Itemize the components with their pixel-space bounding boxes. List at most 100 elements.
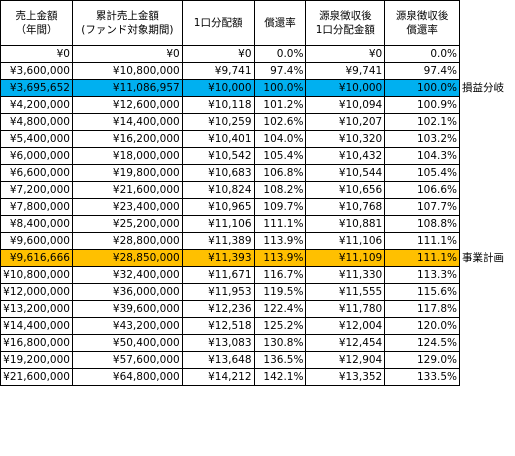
after-tax-dividend-cell[interactable]: ¥10,544 — [305, 164, 386, 182]
after-tax-rate-cell[interactable]: 117.8% — [384, 300, 461, 318]
sales-cell[interactable]: ¥12,000,000 — [0, 283, 73, 301]
rate-cell[interactable]: 108.2% — [253, 181, 307, 199]
sales-cell[interactable]: ¥13,200,000 — [0, 300, 73, 318]
sales-cell[interactable]: ¥6,000,000 — [0, 147, 73, 165]
after-tax-rate-cell[interactable]: 0.0% — [384, 45, 461, 63]
after-tax-dividend-cell[interactable]: ¥10,320 — [305, 130, 386, 148]
after-tax-dividend-cell[interactable]: ¥10,881 — [305, 215, 386, 233]
dividend-cell[interactable]: ¥0 — [181, 45, 255, 63]
dividend-cell[interactable]: ¥10,000 — [181, 79, 255, 97]
rate-cell[interactable]: 100.0% — [253, 79, 307, 97]
rate-cell[interactable]: 113.9% — [253, 249, 307, 267]
after-tax-rate-cell[interactable]: 108.8% — [384, 215, 461, 233]
rate-cell[interactable]: 122.4% — [253, 300, 307, 318]
after-tax-dividend-cell[interactable]: ¥10,656 — [305, 181, 386, 199]
dividend-cell[interactable]: ¥13,083 — [181, 334, 255, 352]
cumulative-sales-cell[interactable]: ¥21,600,000 — [71, 181, 183, 199]
after-tax-rate-cell[interactable]: 107.7% — [384, 198, 461, 216]
rate-cell[interactable]: 119.5% — [253, 283, 307, 301]
dividend-cell[interactable]: ¥10,259 — [181, 113, 255, 131]
after-tax-dividend-cell[interactable]: ¥9,741 — [305, 62, 386, 80]
after-tax-dividend-cell[interactable]: ¥11,109 — [305, 249, 386, 267]
after-tax-rate-cell[interactable]: 120.0% — [384, 317, 461, 335]
after-tax-dividend-cell[interactable]: ¥11,106 — [305, 232, 386, 250]
after-tax-dividend-cell[interactable]: ¥0 — [305, 45, 386, 63]
after-tax-rate-cell[interactable]: 111.1% — [384, 249, 461, 267]
after-tax-rate-cell[interactable]: 103.2% — [384, 130, 461, 148]
header-after-tax-rate[interactable]: 源泉徴収後 償還率 — [384, 0, 461, 46]
after-tax-dividend-cell[interactable]: ¥13,352 — [305, 368, 386, 386]
rate-cell[interactable]: 109.7% — [253, 198, 307, 216]
after-tax-rate-cell[interactable]: 111.1% — [384, 232, 461, 250]
cumulative-sales-cell[interactable]: ¥23,400,000 — [71, 198, 183, 216]
cumulative-sales-cell[interactable]: ¥36,000,000 — [71, 283, 183, 301]
sales-cell[interactable]: ¥19,200,000 — [0, 351, 73, 369]
cumulative-sales-cell[interactable]: ¥57,600,000 — [71, 351, 183, 369]
after-tax-dividend-cell[interactable]: ¥10,207 — [305, 113, 386, 131]
dividend-cell[interactable]: ¥11,393 — [181, 249, 255, 267]
cumulative-sales-cell[interactable]: ¥11,086,957 — [71, 79, 183, 97]
sales-cell[interactable]: ¥0 — [0, 45, 73, 63]
dividend-cell[interactable]: ¥13,648 — [181, 351, 255, 369]
after-tax-rate-cell[interactable]: 97.4% — [384, 62, 461, 80]
sales-cell[interactable]: ¥7,800,000 — [0, 198, 73, 216]
after-tax-rate-cell[interactable]: 113.3% — [384, 266, 461, 284]
sales-cell[interactable]: ¥21,600,000 — [0, 368, 73, 386]
rate-cell[interactable]: 104.0% — [253, 130, 307, 148]
header-cumulative-sales[interactable]: 累計売上金額 (ファンド対象期間) — [71, 0, 183, 46]
cumulative-sales-cell[interactable]: ¥12,600,000 — [71, 96, 183, 114]
header-dividend[interactable]: 1口分配額 — [181, 0, 255, 46]
after-tax-rate-cell[interactable]: 124.5% — [384, 334, 461, 352]
sales-cell[interactable]: ¥7,200,000 — [0, 181, 73, 199]
after-tax-dividend-cell[interactable]: ¥11,330 — [305, 266, 386, 284]
rate-cell[interactable]: 106.8% — [253, 164, 307, 182]
sales-cell[interactable]: ¥4,200,000 — [0, 96, 73, 114]
header-sales[interactable]: 売上金額 （年間） — [0, 0, 73, 46]
sales-cell[interactable]: ¥10,800,000 — [0, 266, 73, 284]
cumulative-sales-cell[interactable]: ¥19,800,000 — [71, 164, 183, 182]
dividend-cell[interactable]: ¥10,965 — [181, 198, 255, 216]
cumulative-sales-cell[interactable]: ¥10,800,000 — [71, 62, 183, 80]
after-tax-dividend-cell[interactable]: ¥12,904 — [305, 351, 386, 369]
after-tax-dividend-cell[interactable]: ¥10,768 — [305, 198, 386, 216]
rate-cell[interactable]: 101.2% — [253, 96, 307, 114]
rate-cell[interactable]: 142.1% — [253, 368, 307, 386]
sales-cell[interactable]: ¥16,800,000 — [0, 334, 73, 352]
rate-cell[interactable]: 136.5% — [253, 351, 307, 369]
dividend-cell[interactable]: ¥11,953 — [181, 283, 255, 301]
sales-cell[interactable]: ¥3,600,000 — [0, 62, 73, 80]
after-tax-dividend-cell[interactable]: ¥10,094 — [305, 96, 386, 114]
rate-cell[interactable]: 0.0% — [253, 45, 307, 63]
cumulative-sales-cell[interactable]: ¥28,800,000 — [71, 232, 183, 250]
after-tax-dividend-cell[interactable]: ¥10,000 — [305, 79, 386, 97]
cumulative-sales-cell[interactable]: ¥39,600,000 — [71, 300, 183, 318]
rate-cell[interactable]: 102.6% — [253, 113, 307, 131]
sales-cell[interactable]: ¥5,400,000 — [0, 130, 73, 148]
after-tax-rate-cell[interactable]: 104.3% — [384, 147, 461, 165]
after-tax-rate-cell[interactable]: 100.9% — [384, 96, 461, 114]
rate-cell[interactable]: 125.2% — [253, 317, 307, 335]
dividend-cell[interactable]: ¥11,106 — [181, 215, 255, 233]
cumulative-sales-cell[interactable]: ¥43,200,000 — [71, 317, 183, 335]
sales-cell[interactable]: ¥3,695,652 — [0, 79, 73, 97]
dividend-cell[interactable]: ¥14,212 — [181, 368, 255, 386]
rate-cell[interactable]: 116.7% — [253, 266, 307, 284]
sales-cell[interactable]: ¥14,400,000 — [0, 317, 73, 335]
sales-cell[interactable]: ¥9,600,000 — [0, 232, 73, 250]
dividend-cell[interactable]: ¥11,671 — [181, 266, 255, 284]
after-tax-rate-cell[interactable]: 105.4% — [384, 164, 461, 182]
cumulative-sales-cell[interactable]: ¥18,000,000 — [71, 147, 183, 165]
header-after-tax-dividend[interactable]: 源泉徴収後 1口分配金額 — [305, 0, 386, 46]
sales-cell[interactable]: ¥4,800,000 — [0, 113, 73, 131]
cumulative-sales-cell[interactable]: ¥32,400,000 — [71, 266, 183, 284]
cumulative-sales-cell[interactable]: ¥16,200,000 — [71, 130, 183, 148]
after-tax-dividend-cell[interactable]: ¥11,780 — [305, 300, 386, 318]
dividend-cell[interactable]: ¥11,389 — [181, 232, 255, 250]
cumulative-sales-cell[interactable]: ¥50,400,000 — [71, 334, 183, 352]
sales-cell[interactable]: ¥9,616,666 — [0, 249, 73, 267]
cumulative-sales-cell[interactable]: ¥25,200,000 — [71, 215, 183, 233]
dividend-cell[interactable]: ¥10,683 — [181, 164, 255, 182]
dividend-cell[interactable]: ¥12,518 — [181, 317, 255, 335]
dividend-cell[interactable]: ¥10,542 — [181, 147, 255, 165]
rate-cell[interactable]: 97.4% — [253, 62, 307, 80]
